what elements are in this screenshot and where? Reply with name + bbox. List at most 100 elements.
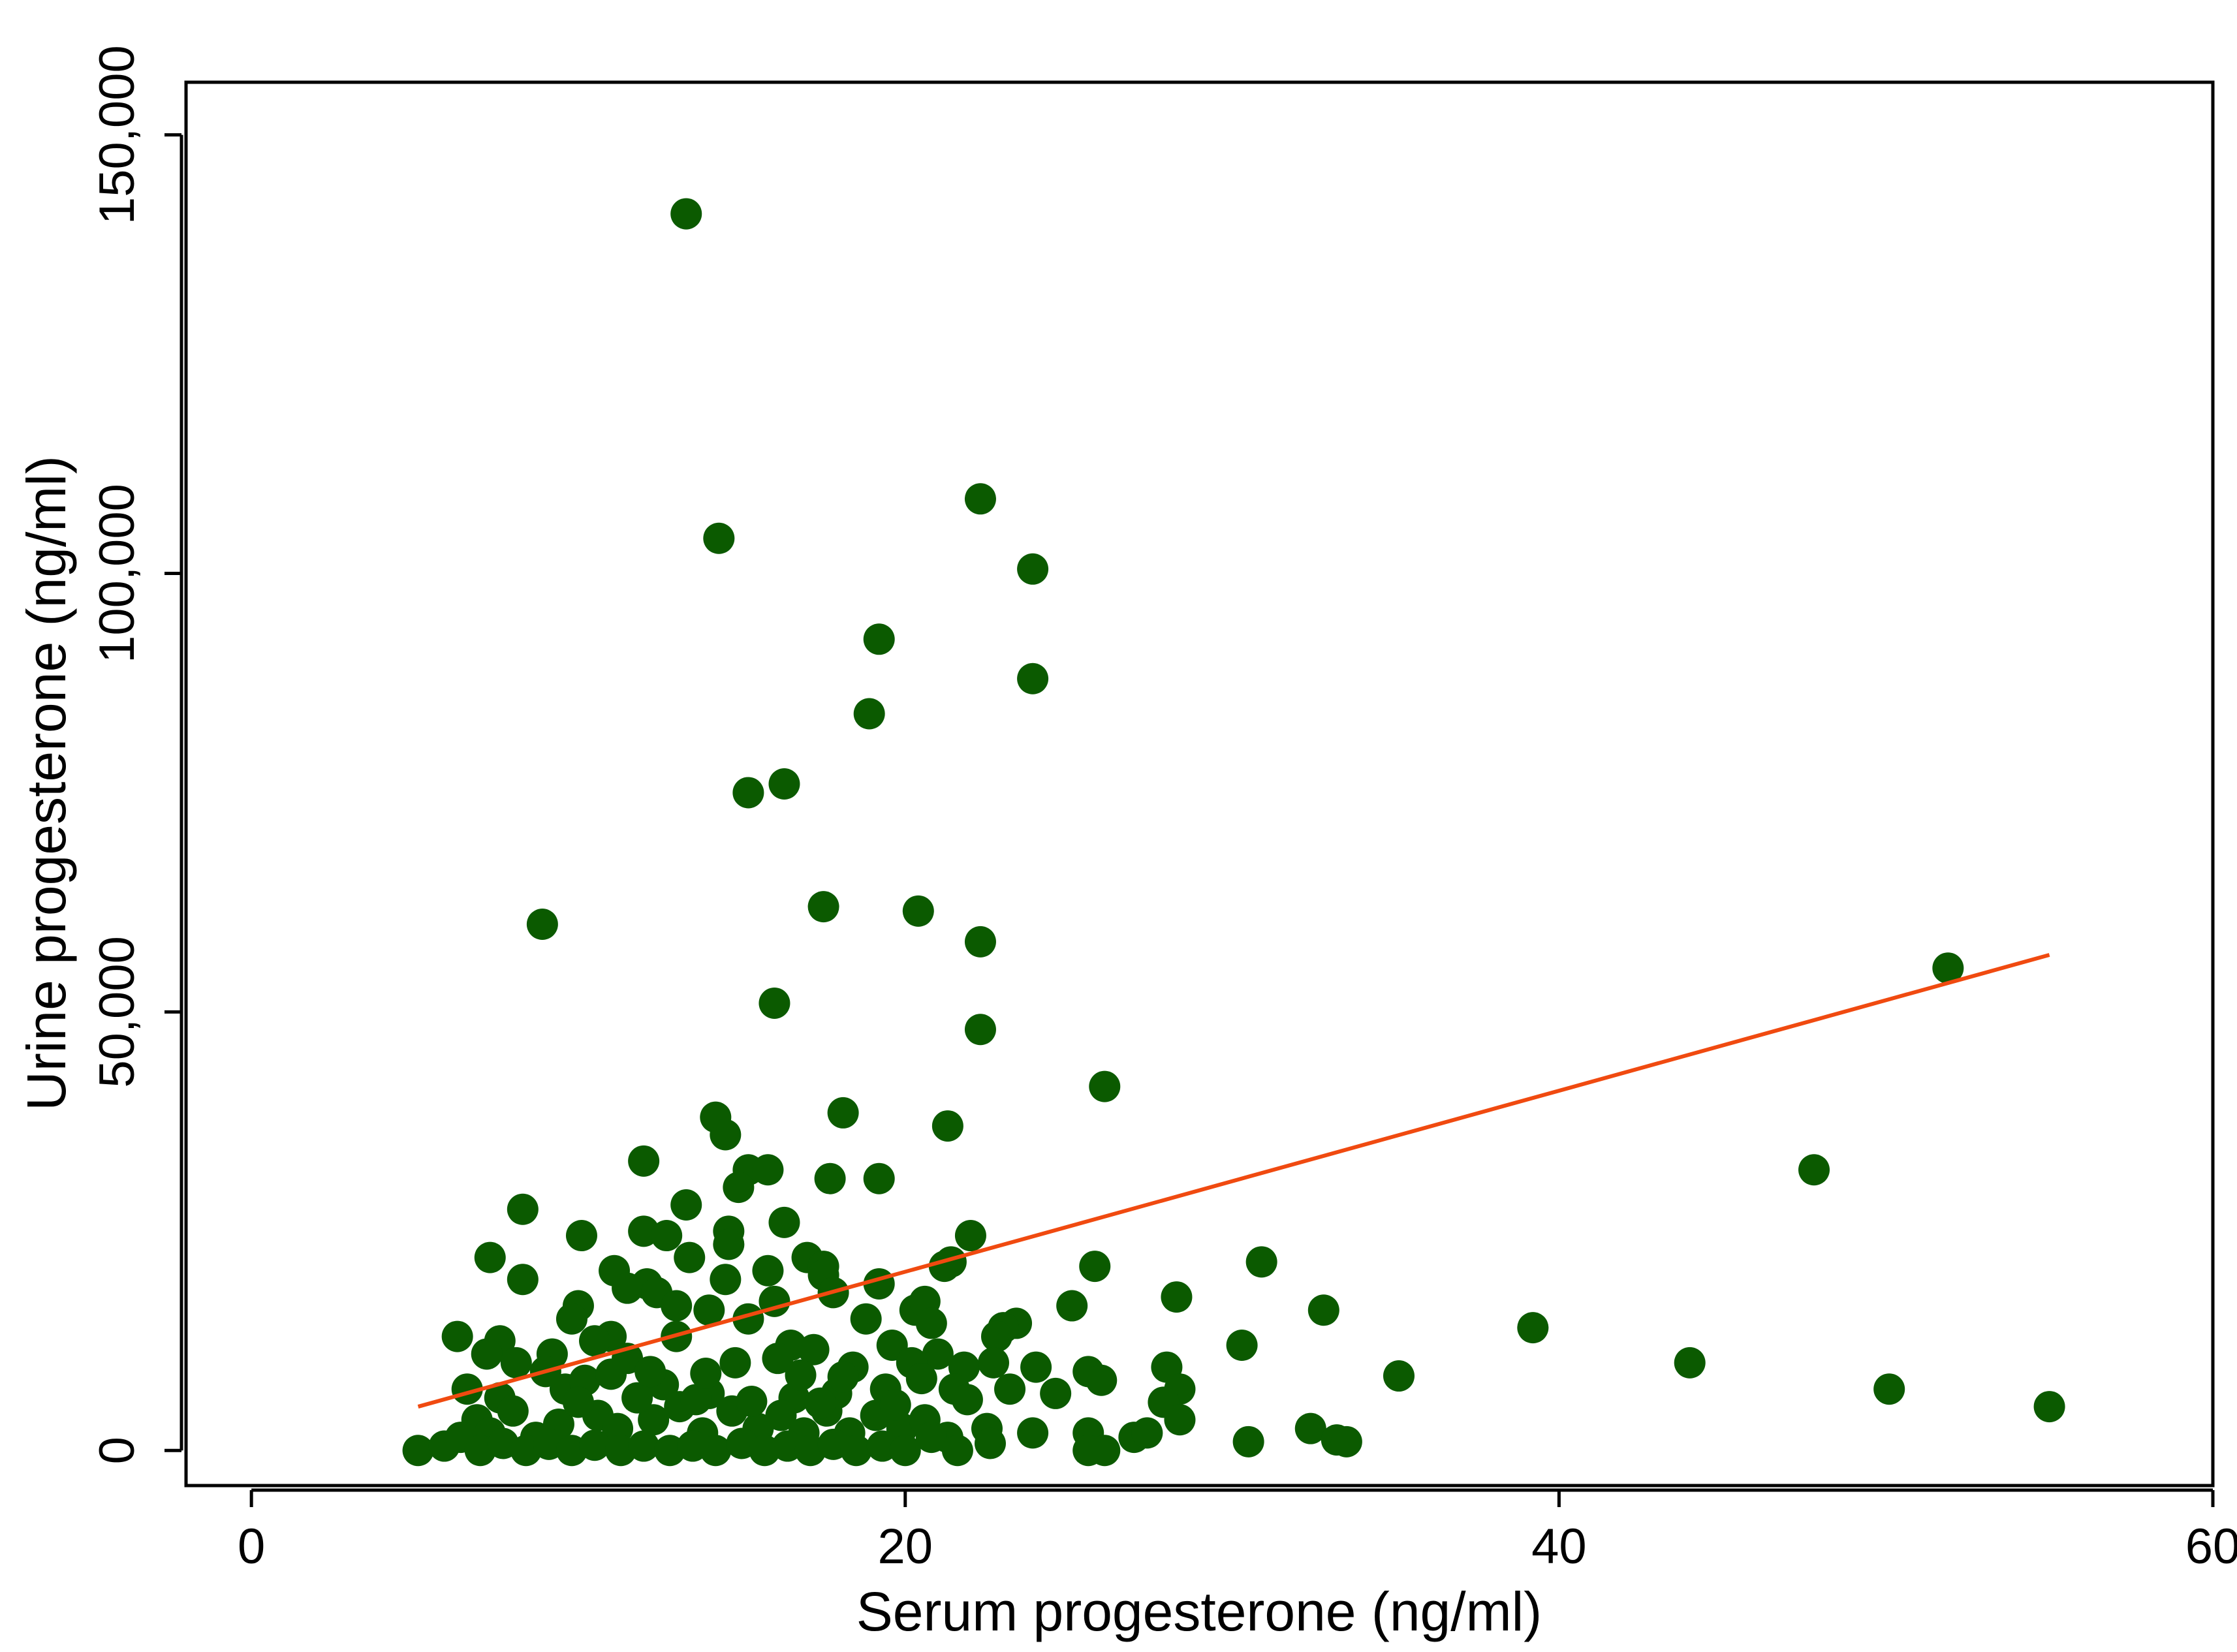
data-point — [935, 1246, 967, 1278]
data-point — [474, 1241, 506, 1273]
data-point — [853, 698, 885, 730]
data-point — [964, 1014, 996, 1046]
data-point — [471, 1338, 503, 1370]
data-points — [402, 198, 2065, 1467]
data-point — [497, 1395, 529, 1427]
data-point — [964, 926, 996, 958]
data-point — [1294, 1412, 1326, 1444]
data-point — [981, 1320, 1012, 1352]
data-point — [628, 1430, 660, 1462]
data-point — [1383, 1360, 1415, 1392]
x-tick-label: 20 — [878, 1519, 933, 1574]
data-point — [827, 1361, 859, 1393]
data-point — [915, 1307, 947, 1339]
data-point — [2033, 1391, 2065, 1423]
x-tick-label: 60 — [2185, 1519, 2237, 1574]
data-point — [863, 1162, 895, 1194]
data-point — [1330, 1426, 1362, 1457]
data-point — [994, 1373, 1026, 1405]
data-point — [915, 1422, 947, 1454]
data-point — [628, 1145, 660, 1177]
data-point — [1131, 1417, 1163, 1449]
data-point — [1873, 1373, 1905, 1405]
data-point — [1674, 1347, 1706, 1379]
data-point — [752, 1255, 784, 1286]
data-point — [762, 1343, 794, 1375]
data-point — [798, 1333, 830, 1365]
data-point — [977, 1347, 1009, 1379]
y-tick-label: 100,000 — [89, 484, 145, 663]
data-point — [690, 1358, 722, 1389]
data-point — [1017, 662, 1049, 694]
x-axis: 0 20 40 60 — [238, 1488, 2237, 1574]
y-axis-title: Urine progesterone (ng/ml) — [16, 456, 77, 1111]
data-point — [1164, 1404, 1196, 1436]
data-point — [1245, 1246, 1277, 1278]
data-point — [905, 1363, 937, 1395]
data-point — [507, 1193, 539, 1225]
data-point — [579, 1325, 611, 1357]
data-point — [1161, 1281, 1193, 1313]
data-point — [863, 623, 895, 655]
data-point — [1040, 1377, 1072, 1409]
data-point — [710, 1119, 742, 1151]
data-point — [732, 777, 764, 809]
data-point — [765, 1399, 797, 1431]
data-point — [612, 1272, 644, 1304]
data-point — [638, 1404, 670, 1436]
data-point — [807, 891, 839, 923]
data-point — [1056, 1290, 1088, 1322]
data-point — [941, 1435, 973, 1467]
data-point — [713, 1228, 745, 1260]
data-point — [402, 1435, 434, 1467]
data-point — [651, 1220, 683, 1252]
data-point — [879, 1389, 911, 1421]
data-point — [752, 1154, 784, 1186]
data-point — [441, 1320, 473, 1352]
data-point — [1020, 1351, 1052, 1383]
data-point — [693, 1294, 725, 1326]
y-tick-label: 50,000 — [89, 936, 145, 1087]
fit-line — [417, 953, 2050, 1409]
data-point — [1079, 1251, 1111, 1283]
x-tick-label: 40 — [1531, 1519, 1587, 1574]
data-point — [526, 909, 558, 940]
data-point — [974, 1427, 1006, 1459]
data-point — [719, 1347, 751, 1379]
data-point — [814, 1162, 846, 1194]
data-point — [670, 198, 702, 230]
data-point — [922, 1338, 954, 1370]
data-point — [1017, 553, 1049, 585]
data-point — [1086, 1364, 1118, 1396]
data-point — [954, 1220, 986, 1252]
data-point — [785, 1359, 817, 1391]
data-point — [700, 1435, 732, 1467]
data-point — [562, 1386, 594, 1418]
data-point — [840, 1435, 872, 1467]
x-tick-label: 0 — [238, 1519, 265, 1574]
data-point — [1798, 1154, 1830, 1186]
data-point — [723, 1172, 755, 1204]
data-point — [931, 1110, 963, 1142]
data-point — [1089, 1435, 1121, 1467]
data-point — [703, 522, 735, 554]
y-tick-label: 150,000 — [89, 45, 145, 225]
data-point — [680, 1384, 712, 1416]
data-point — [768, 1206, 800, 1238]
data-point — [565, 1220, 597, 1252]
fit-line-layer — [417, 953, 2050, 1409]
x-axis-title: Serum progesterone (ng/ml) — [856, 1581, 1542, 1642]
data-point — [555, 1303, 587, 1335]
data-point — [670, 1189, 702, 1221]
data-point — [1307, 1294, 1339, 1326]
data-point — [1932, 952, 1964, 984]
data-point — [710, 1264, 742, 1296]
data-point — [621, 1382, 653, 1414]
data-point — [1517, 1312, 1549, 1344]
data-point — [889, 1435, 921, 1467]
data-point — [1232, 1426, 1264, 1457]
y-axis: 0 50,000 100,000 150,000 — [89, 45, 183, 1464]
data-point — [1089, 1070, 1121, 1102]
